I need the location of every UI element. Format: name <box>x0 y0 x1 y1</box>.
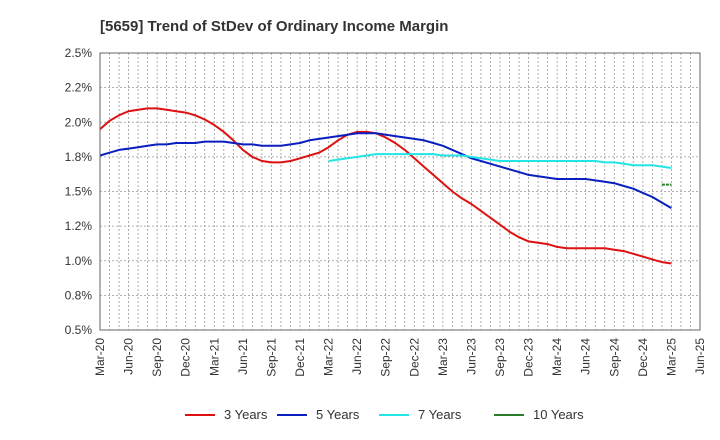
legend-label: 3 Years <box>224 407 268 422</box>
x-tick-label: Jun-25 <box>693 338 707 375</box>
y-tick-label: 2.5% <box>65 46 93 60</box>
x-tick-label: Jun-24 <box>579 338 593 375</box>
x-tick-label: Mar-20 <box>93 338 107 376</box>
x-axis-ticks: Mar-20 Jun-20 Sep-20 Dec-20 Mar-21 Jun-21 Sep-… <box>93 338 707 377</box>
y-tick-label: 1.0% <box>65 254 93 268</box>
chart-title: [5659] Trend of StDev of Ordinary Income… <box>100 18 448 35</box>
x-tick-label: Jun-23 <box>464 338 478 375</box>
series-lines <box>99 107 672 265</box>
x-tick-label: Jun-22 <box>350 338 364 375</box>
x-tick-label: Sep-23 <box>493 338 507 377</box>
x-tick-label: Mar-21 <box>207 338 221 376</box>
y-tick-label: 1.8% <box>65 150 93 164</box>
series-line-3-years <box>99 107 672 265</box>
x-tick-label: Sep-21 <box>264 338 278 377</box>
legend-label: 7 Years <box>418 407 462 422</box>
x-tick-label: Sep-20 <box>150 338 164 377</box>
x-tick-label: Mar-25 <box>664 338 678 376</box>
x-tick-label: Sep-22 <box>379 338 393 377</box>
legend: 3 Years 5 Years 7 Years 10 Years <box>185 407 584 422</box>
x-tick-label: Dec-22 <box>407 338 421 377</box>
y-tick-label: 0.5% <box>65 323 93 337</box>
x-tick-label: Dec-24 <box>636 338 650 377</box>
plot-frame <box>99 52 701 331</box>
y-tick-label: 2.0% <box>65 115 93 129</box>
x-tick-label: Dec-23 <box>522 338 536 377</box>
grid <box>99 52 701 331</box>
x-tick-label: Mar-23 <box>436 338 450 376</box>
legend-label: 5 Years <box>316 407 360 422</box>
x-tick-label: Mar-24 <box>550 338 564 376</box>
x-tick-label: Jun-20 <box>122 338 136 375</box>
legend-label: 10 Years <box>533 407 584 422</box>
x-tick-label: Jun-21 <box>236 338 250 375</box>
y-tick-label: 1.5% <box>65 185 93 199</box>
y-tick-label: 0.8% <box>65 288 93 302</box>
y-tick-label: 2.2% <box>65 81 93 95</box>
x-tick-label: Dec-21 <box>293 338 307 377</box>
x-tick-label: Dec-20 <box>179 338 193 377</box>
y-axis-ticks: 0.5% 0.8% 1.0% 1.2% 1.5% 1.8% 2.0% 2.2% 2.5% <box>65 46 93 337</box>
x-tick-label: Mar-22 <box>322 338 336 376</box>
series-line-5-years <box>99 132 672 209</box>
x-tick-label: Sep-24 <box>607 338 621 377</box>
series-line-7-years <box>328 153 672 169</box>
y-tick-label: 1.2% <box>65 219 93 233</box>
